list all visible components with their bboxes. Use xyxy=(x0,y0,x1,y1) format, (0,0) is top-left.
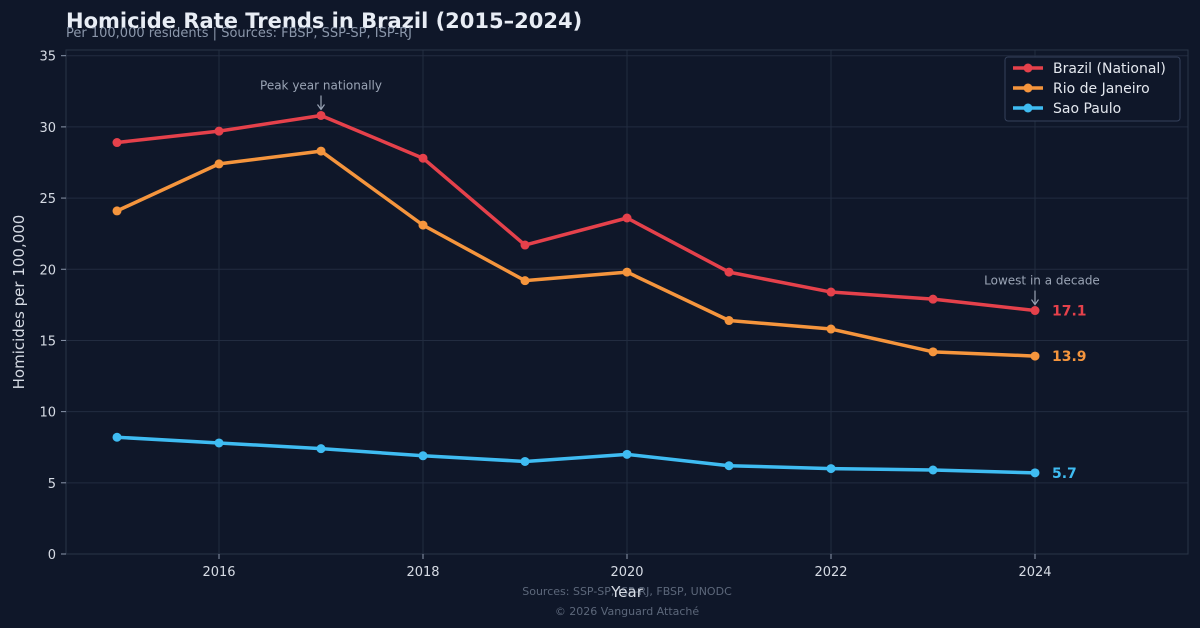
data-point-rio-de-janeiro xyxy=(1030,351,1040,361)
data-point-rio-de-janeiro xyxy=(520,276,530,286)
annotation-arrow-head xyxy=(1031,299,1039,306)
data-point-brazil-national xyxy=(622,213,632,223)
y-tick-label: 35 xyxy=(39,50,56,65)
data-point-sao-paulo xyxy=(520,456,530,466)
data-point-rio-de-janeiro xyxy=(112,206,122,216)
x-tick-label: 2022 xyxy=(814,565,847,580)
y-tick-label: 5 xyxy=(48,477,56,492)
y-tick-label: 10 xyxy=(39,406,56,421)
legend-marker-rio-de-janeiro xyxy=(1023,83,1033,93)
data-point-sao-paulo xyxy=(826,464,836,474)
data-point-brazil-national xyxy=(1030,306,1040,316)
y-axis: 0 5 10 15 20 25 30 35 xyxy=(39,50,66,563)
y-tick-label: 15 xyxy=(39,334,56,349)
data-point-rio-de-janeiro xyxy=(928,347,938,357)
data-point-sao-paulo xyxy=(112,432,122,442)
y-axis-label: Homicides per 100,000 xyxy=(10,215,28,390)
data-point-sao-paulo xyxy=(622,449,632,459)
annotation-text: Peak year nationally xyxy=(260,78,382,92)
annotations: Peak year nationally Lowest in a decade xyxy=(260,78,1100,306)
end-label-brazil-national: 17.1 xyxy=(1052,304,1087,320)
x-axis: 2016 2018 2020 2022 2024 xyxy=(202,554,1052,580)
legend-label-sao-paulo: Sao Paulo xyxy=(1053,101,1121,117)
end-label-sao-paulo: 5.7 xyxy=(1052,466,1077,482)
series-line-brazil-national xyxy=(115,113,1037,313)
y-tick-label: 30 xyxy=(39,121,56,136)
data-point-sao-paulo xyxy=(316,444,326,454)
data-point-brazil-national xyxy=(928,294,938,304)
data-point-brazil-national xyxy=(112,138,122,148)
x-tick-label: 2020 xyxy=(610,565,643,580)
end-label-rio-de-janeiro: 13.9 xyxy=(1052,349,1087,365)
y-tick-label: 25 xyxy=(39,192,56,207)
data-point-rio-de-janeiro xyxy=(316,146,326,156)
series-line-rio-de-janeiro xyxy=(115,149,1037,358)
data-point-brazil-national xyxy=(520,240,530,250)
legend-marker-sao-paulo xyxy=(1023,103,1033,113)
annotation-arrow-head xyxy=(317,104,325,111)
data-point-sao-paulo xyxy=(928,465,938,475)
y-tick-label: 0 xyxy=(48,548,56,563)
data-point-rio-de-janeiro xyxy=(418,220,428,230)
series-group xyxy=(112,110,1040,478)
end-labels: 17.1 13.9 5.7 xyxy=(1052,304,1087,482)
x-axis-label: Year xyxy=(610,583,644,601)
data-point-sao-paulo xyxy=(214,438,224,448)
data-point-brazil-national xyxy=(214,126,224,136)
data-point-sao-paulo xyxy=(418,451,428,461)
legend-label-rio-de-janeiro: Rio de Janeiro xyxy=(1053,81,1150,97)
data-point-sao-paulo xyxy=(724,461,734,471)
footer-sources: Sources: SSP-SP, ISP-RJ, FBSP, UNODC xyxy=(522,585,732,598)
data-point-rio-de-janeiro xyxy=(214,159,224,169)
annotation-text: Lowest in a decade xyxy=(984,274,1100,288)
chart-subtitle: Per 100,000 residents | Sources: FBSP, S… xyxy=(66,26,412,41)
legend-box xyxy=(1004,56,1181,122)
data-point-sao-paulo xyxy=(1030,468,1040,478)
chart-title: Homicide Rate Trends in Brazil (2015–202… xyxy=(66,9,582,33)
legend-marker-brazil-national xyxy=(1023,63,1033,73)
footer-copyright: © 2026 Vanguard Attaché xyxy=(555,605,700,618)
legend-label-brazil-national: Brazil (National) xyxy=(1053,61,1166,77)
series-line-sao-paulo xyxy=(115,435,1037,475)
legend: Brazil (National) Rio de Janeiro Sao Paulo xyxy=(1004,56,1181,122)
x-tick-label: 2024 xyxy=(1018,565,1051,580)
x-tick-label: 2018 xyxy=(406,565,439,580)
data-point-brazil-national xyxy=(826,287,836,297)
y-tick-label: 20 xyxy=(39,263,56,278)
data-point-rio-de-janeiro xyxy=(622,267,632,277)
data-point-brazil-national xyxy=(418,153,428,163)
data-point-brazil-national xyxy=(724,267,734,277)
x-tick-label: 2016 xyxy=(202,565,235,580)
data-point-brazil-national xyxy=(316,110,326,120)
data-point-rio-de-janeiro xyxy=(724,316,734,326)
data-point-rio-de-janeiro xyxy=(826,324,836,334)
